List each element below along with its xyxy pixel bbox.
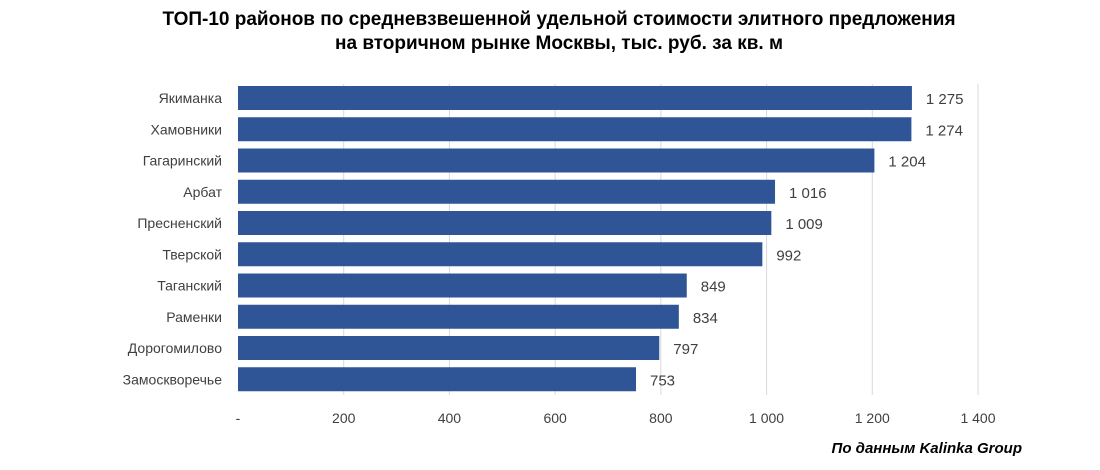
value-label-4: 1 009 bbox=[785, 216, 823, 233]
x-tick-label-4: 800 bbox=[649, 410, 673, 426]
source-note: По данным Kalinka Group bbox=[831, 440, 1022, 457]
bar-4 bbox=[238, 211, 772, 235]
chart-title-line-2: на вторичном рынке Москвы, тыс. руб. за … bbox=[335, 33, 783, 54]
x-tick-label-0: - bbox=[236, 410, 241, 426]
category-label-5: Тверской bbox=[162, 246, 222, 262]
value-label-5: 992 bbox=[776, 247, 801, 264]
category-label-0: Якиманка bbox=[159, 90, 223, 106]
bar-0 bbox=[238, 86, 912, 110]
value-label-7: 834 bbox=[693, 310, 718, 327]
chart-title: ТОП-10 районов по средневзвешенной удель… bbox=[0, 8, 1100, 56]
bar-6 bbox=[238, 273, 687, 298]
value-label-0: 1 275 bbox=[926, 91, 964, 108]
category-label-4: Пресненский bbox=[137, 215, 222, 231]
bar-2 bbox=[238, 148, 875, 173]
category-label-9: Замоскворечье bbox=[123, 371, 223, 387]
bar-1 bbox=[238, 117, 912, 142]
value-label-1: 1 274 bbox=[925, 122, 963, 139]
chart-title-line-1: ТОП-10 районов по средневзвешенной удель… bbox=[162, 9, 956, 30]
x-tick-label-5: 1 000 bbox=[749, 410, 784, 426]
category-label-8: Дорогомилово bbox=[128, 340, 222, 356]
value-label-3: 1 016 bbox=[789, 185, 827, 202]
x-tick-label-1: 200 bbox=[332, 410, 356, 426]
x-tick-label-3: 600 bbox=[543, 410, 567, 426]
category-label-7: Раменки bbox=[166, 309, 222, 325]
bar-3 bbox=[238, 179, 776, 204]
bar-9 bbox=[238, 367, 637, 392]
value-label-2: 1 204 bbox=[888, 154, 926, 171]
value-label-6: 849 bbox=[701, 279, 726, 296]
x-tick-label-2: 400 bbox=[438, 410, 462, 426]
bar-5 bbox=[238, 242, 763, 267]
category-label-1: Хамовники bbox=[151, 121, 222, 137]
x-tick-label-6: 1 200 bbox=[855, 410, 890, 426]
bar-8 bbox=[238, 336, 660, 360]
value-label-8: 797 bbox=[673, 341, 698, 358]
bar-7 bbox=[238, 304, 679, 329]
category-label-6: Таганский bbox=[157, 278, 222, 294]
value-label-9: 753 bbox=[650, 372, 675, 389]
category-label-3: Арбат bbox=[183, 184, 222, 200]
x-tick-label-7: 1 400 bbox=[960, 410, 995, 426]
category-label-2: Гагаринский bbox=[143, 153, 222, 169]
